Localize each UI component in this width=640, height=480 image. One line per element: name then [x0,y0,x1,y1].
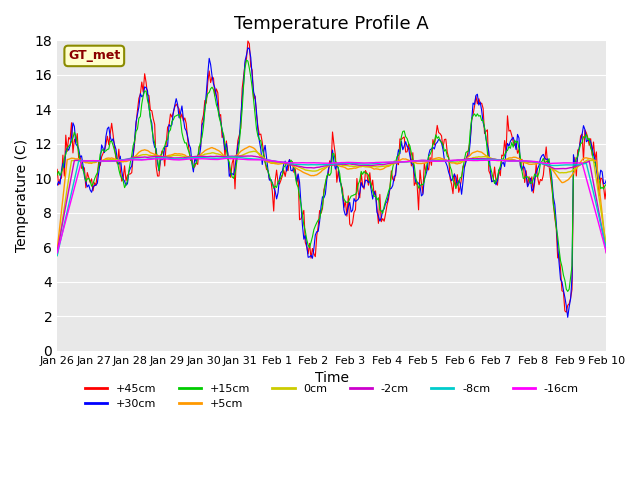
+30cm [244,45,252,51]
+30cm [72,141,79,147]
+45cm [603,184,611,190]
-2cm [337,161,345,167]
0cm [446,158,454,164]
-2cm [247,153,255,159]
+5cm [600,224,607,230]
+30cm [601,180,609,186]
-8cm [53,253,61,259]
-8cm [72,171,79,177]
Line: -2cm: -2cm [57,156,607,253]
Line: +30cm: +30cm [57,48,607,317]
-8cm [337,161,345,167]
+5cm [89,160,97,166]
+45cm [528,174,536,180]
-8cm [528,158,536,164]
-2cm [600,234,607,240]
0cm [72,157,79,163]
+5cm [53,247,61,253]
+15cm [601,183,609,189]
+30cm [528,188,536,194]
+30cm [564,314,572,320]
0cm [337,162,345,168]
-16cm [223,156,230,161]
+30cm [53,182,61,188]
-16cm [337,160,345,166]
+15cm [603,181,611,187]
+45cm [244,38,252,44]
-16cm [528,158,536,164]
-16cm [89,158,97,164]
0cm [603,244,611,250]
+5cm [246,144,253,149]
-8cm [446,158,454,164]
+45cm [601,196,609,202]
+45cm [446,176,454,181]
+45cm [337,181,345,187]
-2cm [53,249,61,255]
0cm [89,159,97,165]
+30cm [337,182,345,188]
-16cm [446,158,454,164]
+5cm [603,250,611,255]
Line: +45cm: +45cm [57,41,607,312]
+15cm [89,181,97,187]
Line: +5cm: +5cm [57,146,607,252]
Line: -16cm: -16cm [57,158,607,253]
Line: -8cm: -8cm [57,157,607,256]
+5cm [446,159,454,165]
-16cm [72,180,79,185]
+15cm [53,172,61,178]
+15cm [72,133,79,139]
+45cm [72,140,79,145]
0cm [53,252,61,258]
+30cm [89,184,97,190]
+45cm [563,309,570,315]
+15cm [528,180,536,186]
-8cm [600,234,607,240]
+30cm [603,177,611,183]
-2cm [446,157,454,163]
Y-axis label: Temperature (C): Temperature (C) [15,139,29,252]
+5cm [337,164,345,169]
+15cm [243,57,250,63]
X-axis label: Time: Time [315,371,349,385]
-16cm [603,250,611,256]
+45cm [53,167,61,172]
+5cm [72,156,79,162]
Legend: +45cm, +30cm, +15cm, +5cm, 0cm, -2cm, -8cm, -16cm: +45cm, +30cm, +15cm, +5cm, 0cm, -2cm, -8… [81,379,583,414]
0cm [600,225,607,231]
Title: Temperature Profile A: Temperature Profile A [234,15,429,33]
-8cm [603,247,611,252]
-16cm [600,239,607,245]
Line: 0cm: 0cm [57,151,607,255]
-2cm [528,159,536,165]
-2cm [89,158,97,164]
-8cm [89,158,97,164]
+5cm [528,161,536,167]
-2cm [603,250,611,256]
-16cm [53,250,61,256]
+30cm [446,174,454,180]
-2cm [72,157,79,163]
-8cm [228,154,236,160]
0cm [528,159,536,165]
+45cm [89,188,97,193]
0cm [250,148,257,154]
Line: +15cm: +15cm [57,60,607,291]
+15cm [564,288,572,294]
Text: GT_met: GT_met [68,49,120,62]
+15cm [337,183,345,189]
+15cm [446,164,454,169]
